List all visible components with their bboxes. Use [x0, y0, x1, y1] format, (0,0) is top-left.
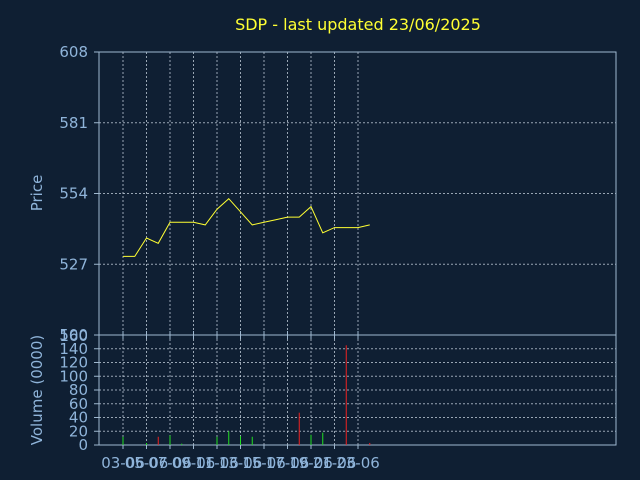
x-tick-label: 23-06 — [336, 454, 380, 472]
price-tick-label: 581 — [59, 114, 88, 132]
x-tick-label: 19-06 — [289, 454, 333, 472]
chart-title: SDP - last updated 23/06/2025 — [235, 15, 481, 34]
volume-tick-label: 80 — [69, 381, 88, 399]
price-tick-label: 527 — [59, 255, 88, 273]
x-tick-label: 07-06 — [148, 454, 192, 472]
x-tick-label: 17-06 — [266, 454, 310, 472]
x-tick-label: 11-06 — [195, 454, 239, 472]
price-line — [123, 197, 370, 257]
volume-tick-label: 140 — [59, 340, 88, 358]
volume-bars — [122, 345, 371, 445]
volume-top-tick-label: 160 — [59, 327, 88, 345]
x-tick-label: 15-06 — [242, 454, 286, 472]
volume-axis-label: Volume (0000) — [28, 335, 46, 445]
volume-tick-label: 20 — [69, 422, 88, 440]
price-tick-label: 608 — [59, 43, 88, 61]
volume-grid — [99, 335, 616, 445]
volume-tick-label: 40 — [69, 409, 88, 427]
volume-tick-label: 120 — [59, 354, 88, 372]
volume-tick-label: 0 — [78, 436, 88, 454]
x-tick-label: 13-06 — [219, 454, 263, 472]
volume-tick-label: 60 — [69, 395, 88, 413]
price-axis-label: Price — [28, 175, 46, 212]
price-tick-label: 554 — [59, 185, 88, 203]
x-tick-label: 03-06 — [101, 454, 145, 472]
x-axis: 03-0605-0607-0609-0611-0613-0615-0617-06… — [101, 331, 380, 472]
x-tick-label: 09-06 — [172, 454, 216, 472]
x-tick-label: 21-06 — [313, 454, 357, 472]
price-y-axis: 500 527 554 581 608 — [59, 43, 99, 344]
price-grid — [99, 52, 616, 335]
price-tick-label: 500 — [59, 326, 88, 344]
volume-tick-label: 100 — [59, 367, 88, 385]
x-tick-label: 05-06 — [125, 454, 169, 472]
